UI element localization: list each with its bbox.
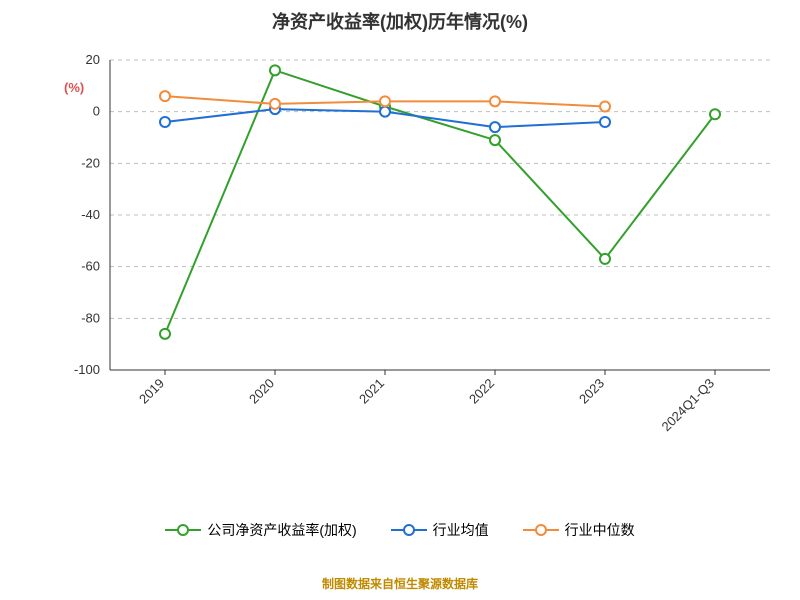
footer-attribution: 制图数据来自恒生聚源数据库 [0,575,800,592]
legend-label: 行业均值 [433,520,489,540]
svg-text:2024Q1-Q3: 2024Q1-Q3 [658,376,717,435]
svg-text:-80: -80 [81,310,100,325]
svg-text:-40: -40 [81,207,100,222]
legend-item: 行业中位数 [523,520,635,540]
svg-text:0: 0 [93,104,100,119]
legend-marker [165,524,201,536]
plot-area: -100 -80 -60 -40 -20 0 20 2019 2020 2021 2022 2023 2… [0,0,800,600]
svg-text:-100: -100 [74,362,100,377]
chart-container: 净资产收益率(加权)历年情况(%) (%) -100-80-60-40-2002… [0,0,800,600]
legend: 公司净资产收益率(加权) 行业均值 行业中位数 [0,520,800,540]
legend-item: 行业均值 [391,520,489,540]
legend-label: 行业中位数 [565,520,635,540]
svg-text:-20: -20 [81,155,100,170]
legend-label: 公司净资产收益率(加权) [207,520,356,540]
svg-text:2019: 2019 [136,376,167,407]
svg-text:2020: 2020 [246,376,277,407]
legend-marker [523,524,559,536]
legend-marker [391,524,427,536]
legend-item: 公司净资产收益率(加权) [165,520,356,540]
svg-text:20: 20 [86,52,100,67]
svg-text:-60: -60 [81,259,100,274]
svg-text:2023: 2023 [576,376,607,407]
svg-text:2022: 2022 [466,376,497,407]
svg-text:2021: 2021 [356,376,387,407]
